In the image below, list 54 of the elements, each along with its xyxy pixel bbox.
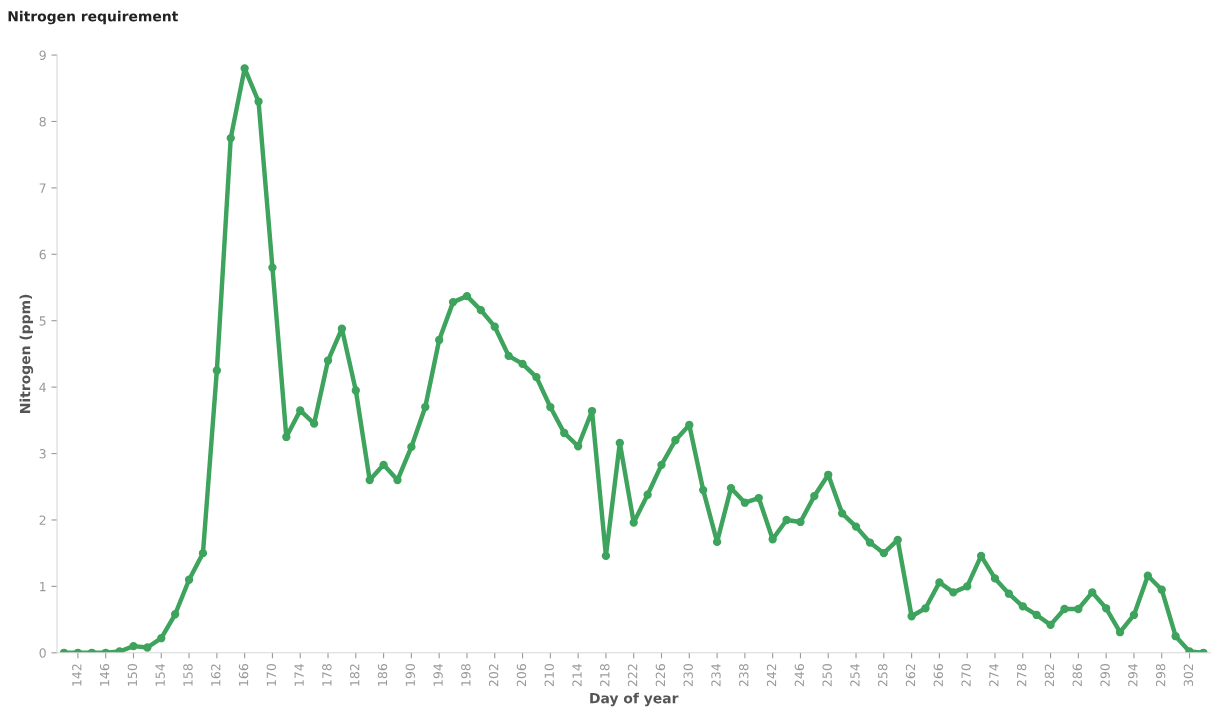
y-tick-label: 4 — [39, 382, 46, 392]
x-tick-label: 222 — [627, 664, 638, 687]
x-tick-label: 210 — [544, 664, 554, 687]
x-tick-label: 286 — [1072, 664, 1082, 687]
x-tick-label: 174 — [294, 663, 304, 686]
x-tick-label: 234 — [711, 663, 721, 687]
x-tick-label: 262 — [905, 664, 916, 687]
x-tick-label: 302 — [1183, 664, 1194, 687]
x-tick-label: 202 — [488, 664, 499, 687]
y-tick-label: 7 — [39, 183, 46, 193]
x-tick-label: 290 — [1100, 664, 1110, 687]
x-tick-label: 258 — [877, 664, 888, 687]
x-tick-label: 194 — [433, 663, 443, 686]
y-tick-label: 2 — [39, 515, 46, 525]
x-tick-label: 162 — [211, 664, 221, 686]
x-tick-label: 182 — [349, 664, 360, 686]
x-tick-label: 278 — [1016, 664, 1027, 687]
chart-title: Nitrogen requirement — [8, 10, 179, 25]
x-tick-label: 230 — [683, 664, 693, 687]
x-tick-label: 238 — [739, 664, 749, 687]
x-tick-label: 146 — [99, 664, 110, 686]
x-tick-label: 270 — [961, 664, 971, 687]
x-tick-label: 246 — [794, 664, 805, 687]
x-tick-label: 190 — [405, 664, 416, 686]
x-axis-title: Day of year — [590, 692, 679, 707]
x-tick-label: 294 — [1128, 663, 1138, 687]
x-tick-label: 226 — [655, 664, 666, 687]
x-tick-label: 186 — [377, 664, 388, 686]
x-tick-label: 218 — [600, 664, 610, 687]
y-tick-label: 6 — [39, 249, 46, 260]
x-tick-label: 298 — [1155, 664, 1166, 687]
x-tick-label: 158 — [183, 664, 193, 686]
x-tick-label: 254 — [850, 663, 860, 687]
y-tick-label: 9 — [39, 50, 46, 60]
x-tick-label: 214 — [572, 663, 582, 687]
x-tick-label: 274 — [989, 663, 999, 687]
x-tick-label: 178 — [322, 664, 332, 686]
x-tick-label: 250 — [822, 664, 832, 687]
x-tick-label: 198 — [461, 664, 471, 686]
y-tick-label: 5 — [39, 316, 46, 326]
x-tick-label: 150 — [127, 664, 138, 686]
x-tick-label: 170 — [266, 664, 277, 686]
x-tick-label: 266 — [933, 664, 944, 687]
y-tick-label: 3 — [39, 449, 46, 459]
x-tick-label: 166 — [238, 664, 249, 686]
y-tick-label: 0 — [39, 648, 46, 658]
x-tick-label: 282 — [1044, 664, 1055, 687]
y-tick-label: 1 — [40, 582, 46, 592]
y-tick-label: 8 — [39, 116, 46, 127]
x-tick-label: 142 — [72, 664, 82, 686]
x-tick-label: 154 — [155, 663, 165, 686]
y-axis-title: Nitrogen (ppm) — [19, 294, 34, 413]
x-tick-label: 206 — [516, 664, 527, 687]
x-tick-label: 242 — [766, 664, 777, 687]
